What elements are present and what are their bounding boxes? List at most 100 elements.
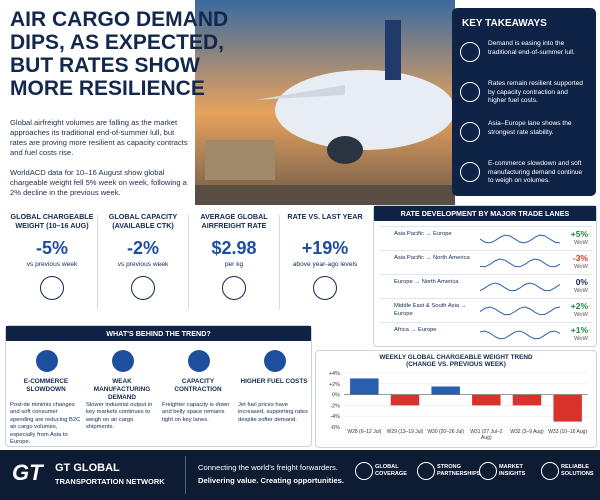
lane-change: +1% <box>570 325 588 335</box>
chart-subtitle: (CHANGE VS. PREVIOUS WEEK) <box>406 361 506 368</box>
lane-change: -3% <box>572 253 588 263</box>
badge: MARKET INSIGHTS <box>479 462 541 480</box>
icon <box>222 276 246 300</box>
sparkline <box>480 282 560 292</box>
driver: HIGHER FUEL COSTS Jet fuel prices have in… <box>238 348 310 424</box>
title: AIR CARGO DEMAND DIPS, AS EXPECTED, BUT … <box>10 8 229 100</box>
lane-change: +5% <box>570 229 588 239</box>
lane-row: Middle East & South Asia → Europe +2% WoW <box>380 298 592 323</box>
y-tick-label: +2% <box>329 382 340 388</box>
takeaway-text: E-commerce slowdown and soft manufacturi… <box>488 160 583 184</box>
logo-mark: GT <box>12 460 43 485</box>
icon <box>479 462 497 480</box>
driver-text: Post-de minimis changes and soft consume… <box>10 402 81 446</box>
lane-name: Middle East & South Asia → Europe <box>394 303 467 317</box>
icon <box>355 462 373 480</box>
stat-value: -5% <box>35 238 68 258</box>
driver-heading: E-COMMERCE SLOWDOWN <box>23 378 69 393</box>
badge: STRONG PARTNERSHIPS <box>417 462 480 480</box>
stat-card: GLOBAL CHARGEABLE WEIGHT (10–16 AUG) -5% v… <box>8 212 96 312</box>
panel-title: WHAT'S BEHIND THE TREND? <box>6 326 311 341</box>
lane-row: Africa → Europe +1% WoW <box>380 322 592 347</box>
stat-label: GLOBAL CAPACITY (AVAILABLE CTK) <box>108 212 178 230</box>
driver-text: Slower industrial output in key markets … <box>86 402 153 431</box>
y-tick-label: -6% <box>330 425 340 431</box>
y-tick-label: -4% <box>330 414 340 420</box>
icon <box>188 350 210 372</box>
lane-name: Europe → North America <box>394 279 459 285</box>
takeaway: Demand is easing into the traditional en… <box>460 40 592 76</box>
lane-unit: WoW <box>573 288 588 294</box>
driver-heading: HIGHER FUEL COSTS <box>240 378 308 385</box>
behind-panel: WHAT'S BEHIND THE TREND? E-COMMERCE SLOWD… <box>5 325 312 447</box>
sparkline-path <box>480 234 560 244</box>
driver: E-COMMERCE SLOWDOWN Post-de minimis chang… <box>10 348 82 446</box>
hero-image <box>195 0 455 205</box>
bar <box>431 386 460 395</box>
x-tick-label: W31 (27 Jul–2 Aug) <box>470 429 503 441</box>
lane-change: 0% <box>575 277 588 287</box>
sparkline <box>480 258 560 268</box>
bar <box>350 378 379 395</box>
lane-unit: WoW <box>573 240 588 246</box>
lane-name: Africa → Europe <box>394 327 437 333</box>
icon <box>460 42 480 62</box>
sparkline <box>480 330 560 340</box>
badge-text: RELIABLE SOLUTIONS <box>561 464 594 477</box>
bar <box>472 394 501 406</box>
lane-row: Asia Pacific → Europe +5% WoW <box>380 226 592 251</box>
takeaway: Rates remain resilient supported by capa… <box>460 80 592 116</box>
icon <box>460 162 480 182</box>
sparkline <box>480 306 560 316</box>
panel-title: RATE DEVELOPMENT BY MAJOR TRADE LANES <box>374 206 596 221</box>
lane-change: +2% <box>570 301 588 311</box>
sparkline-path <box>480 330 560 340</box>
takeaways: KEY TAKEAWAYS Demand is easing into the t… <box>452 8 596 196</box>
lane-unit: WoW <box>573 264 588 270</box>
bar <box>390 394 420 406</box>
divider <box>185 456 186 494</box>
lanes-panel: RATE DEVELOPMENT BY MAJOR TRADE LANES Asi… <box>373 205 597 347</box>
stat-card: AVERAGE GLOBAL AIRFREIGHT RATE $2.98 per k… <box>190 212 278 312</box>
chart: +4% +2% 0% -2% -4% -6% <box>329 371 588 431</box>
x-tick-label: W32 (3–9 Aug) <box>510 429 544 435</box>
company-sub: TRANSPORTATION NETWORK <box>55 477 165 486</box>
icon <box>460 122 480 142</box>
badge: GLOBAL COVERAGE <box>355 462 417 480</box>
stat-value: -2% <box>126 238 159 258</box>
badge-text: MARKET INSIGHTS <box>499 464 526 477</box>
stat-label: GLOBAL CHARGEABLE WEIGHT (10–16 AUG) <box>10 212 94 230</box>
stat-label: RATE VS. LAST YEAR <box>287 212 363 221</box>
icon <box>460 82 480 102</box>
driver-heading: CAPACITY CONTRACTION <box>174 378 222 393</box>
lane-unit: WoW <box>573 336 588 342</box>
icon <box>112 350 134 372</box>
lane-row: Asia Pacific → North America -3% WoW <box>380 250 592 275</box>
stat-card: GLOBAL CAPACITY (AVAILABLE CTK) -2% vs pre… <box>99 212 187 312</box>
stat-card: RATE VS. LAST YEAR +19% above year-ago lev… <box>281 212 369 312</box>
takeaway: E-commerce slowdown and soft manufacturi… <box>460 160 592 196</box>
driver-text: Jet fuel prices have increased, supporti… <box>238 402 308 423</box>
footer: GT GT GLOBAL TRANSPORTATION NETWORK Conn… <box>0 450 600 500</box>
icon <box>417 462 435 480</box>
icon <box>40 276 64 300</box>
takeaway-text: Asia–Europe lane shows the strongest rat… <box>488 120 572 136</box>
divider <box>279 215 280 310</box>
tagline: Delivering value. Creating opportunities… <box>198 476 344 485</box>
driver-heading: WEAK MANUFACTURING DEMAND <box>93 378 151 401</box>
icon <box>131 276 155 300</box>
icon <box>36 350 58 372</box>
icon <box>264 350 286 372</box>
driver-text: Freighter capacity is down and belly spa… <box>162 402 230 423</box>
chart-title: WEEKLY GLOBAL CHARGEABLE WEIGHT TREND <box>379 354 533 361</box>
driver: WEAK MANUFACTURING DEMAND Slower industri… <box>86 348 158 432</box>
takeaway-text: Demand is easing into the traditional en… <box>488 40 575 56</box>
lane-name: Asia Pacific → North America <box>394 255 470 261</box>
icon <box>313 276 337 300</box>
x-tick-label: W30 (20–26 Jul) <box>427 429 464 435</box>
y-tick-label: -2% <box>330 403 340 409</box>
stat-sub: vs previous week <box>117 261 169 268</box>
y-tick-label: +4% <box>329 371 340 377</box>
company: GT GLOBAL <box>55 462 120 474</box>
